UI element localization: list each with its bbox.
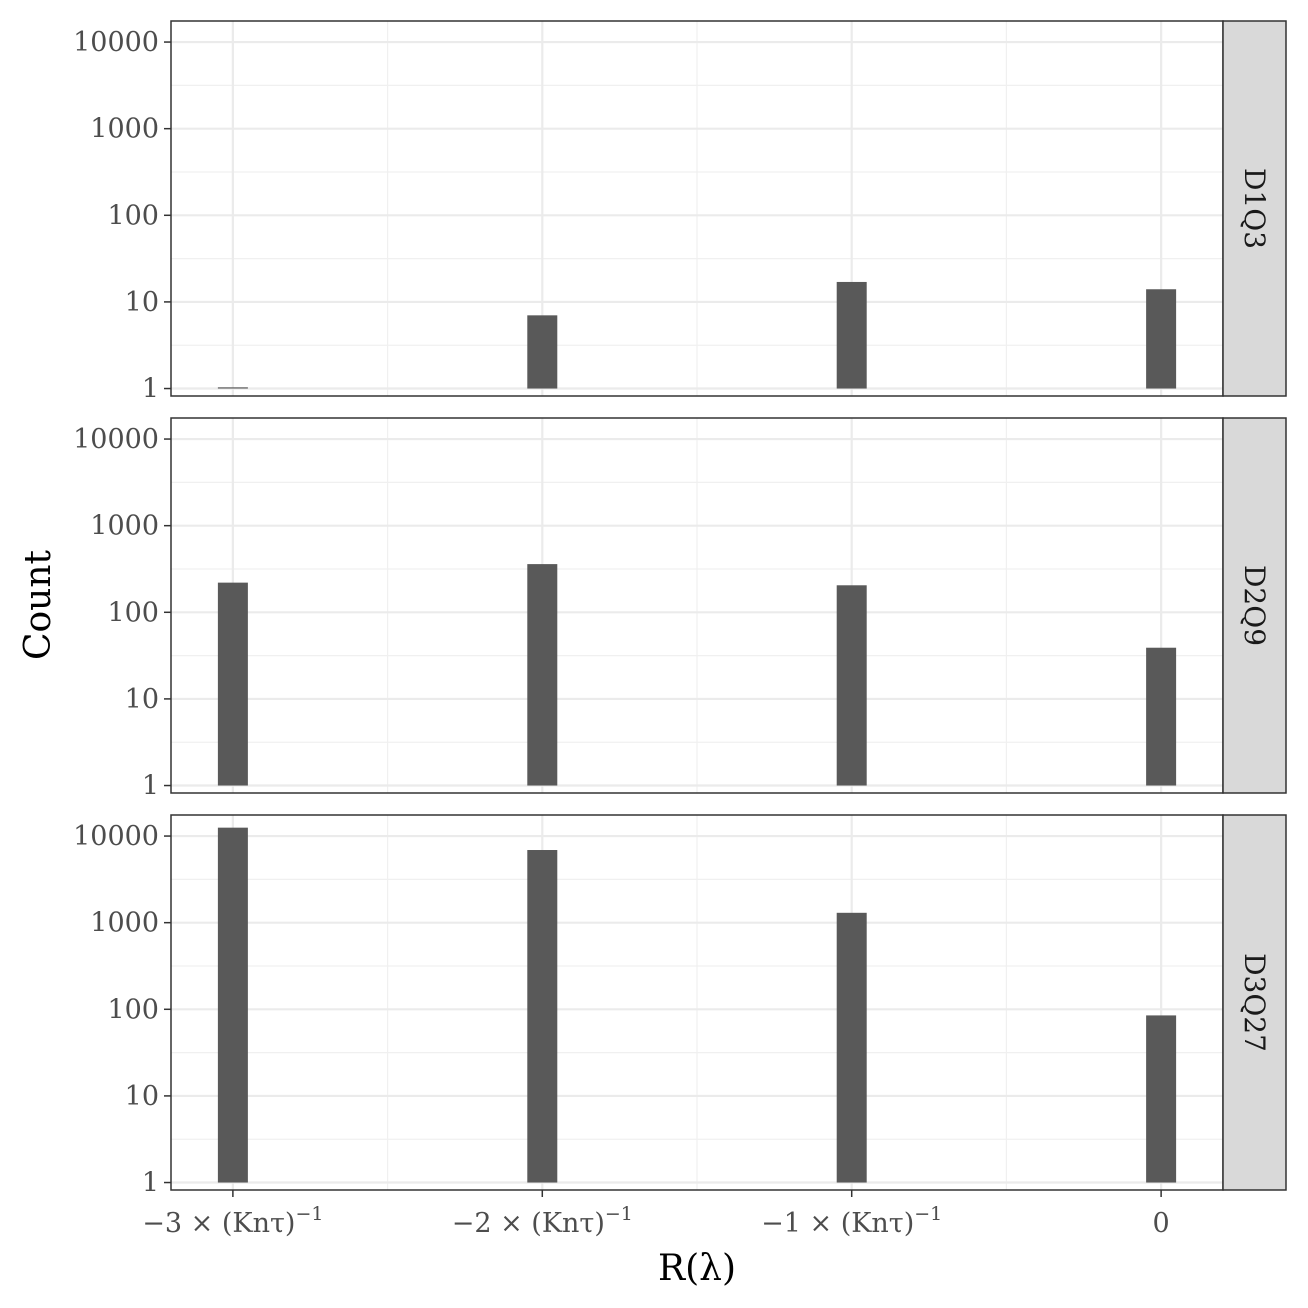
bar-d1q3-1	[527, 315, 558, 389]
bar-d1q3-0	[217, 387, 248, 389]
y-tick-label: 1	[142, 1168, 159, 1199]
y-tick-label: 100	[107, 597, 159, 628]
facet-strip	[1222, 20, 1287, 397]
x-axis-title-text: R(λ)	[658, 1248, 736, 1289]
y-tick-label: 1000	[90, 511, 159, 542]
facet-strip-label: D1Q3	[1238, 168, 1271, 249]
y-tick-label: 100	[107, 994, 159, 1025]
bar-d2q9-1	[527, 564, 558, 786]
facet-strip-label: D2Q9	[1238, 565, 1271, 646]
x-tick-label: −2 × (Knτ)−1	[452, 1203, 633, 1239]
facet-strip-label: D3Q27	[1238, 953, 1271, 1052]
x-axis: −3 × (Knτ)−1 −2 × (Knτ)−1 −1 × (Knτ)−1 0	[142, 1190, 1170, 1239]
x-tick-label: −3 × (Knτ)−1	[142, 1203, 323, 1239]
y-tick-label: 10000	[73, 424, 159, 455]
panel-d1q3: 1 10 100 1000 10000 D1Q3	[73, 20, 1287, 405]
bar-d2q9-2	[836, 585, 867, 786]
bar-d2q9-3	[1146, 647, 1177, 786]
facet-strip	[1222, 814, 1287, 1191]
bar-d2q9-0	[217, 582, 248, 786]
bar-d3q27-0	[217, 827, 248, 1183]
x-tick-label: 0	[1153, 1208, 1170, 1239]
bar-d3q27-2	[836, 912, 867, 1183]
bar-d1q3-3	[1146, 289, 1177, 389]
bar-d3q27-1	[527, 850, 558, 1183]
facet-strip	[1222, 417, 1287, 794]
y-tick-label: 10	[125, 1081, 159, 1112]
bar-d1q3-2	[836, 281, 867, 389]
panel-d2q9: 1 10 100 1000 10000 D2Q9	[73, 417, 1287, 802]
y-tick-label: 10	[125, 287, 159, 318]
bar-d3q27-3	[1146, 1015, 1177, 1183]
y-axis-title: Count	[18, 549, 59, 660]
y-tick-label: 1	[142, 771, 159, 802]
y-tick-label: 1000	[90, 114, 159, 145]
panel-d3q27: 1 10 100 1000 10000 D3Q27	[73, 814, 1287, 1199]
y-tick-label: 1000	[90, 908, 159, 939]
x-tick-label: −1 × (Knτ)−1	[761, 1203, 942, 1239]
y-tick-label: 100	[107, 200, 159, 231]
panels-layer: 110100100010000D1Q3110100100010000D2Q911…	[73, 20, 1287, 1199]
y-tick-label: 1	[142, 374, 159, 405]
y-tick-label: 10	[125, 684, 159, 715]
y-tick-label: 10000	[73, 821, 159, 852]
x-axis-title: R(λ)	[658, 1248, 736, 1289]
y-tick-label: 10000	[73, 27, 159, 58]
